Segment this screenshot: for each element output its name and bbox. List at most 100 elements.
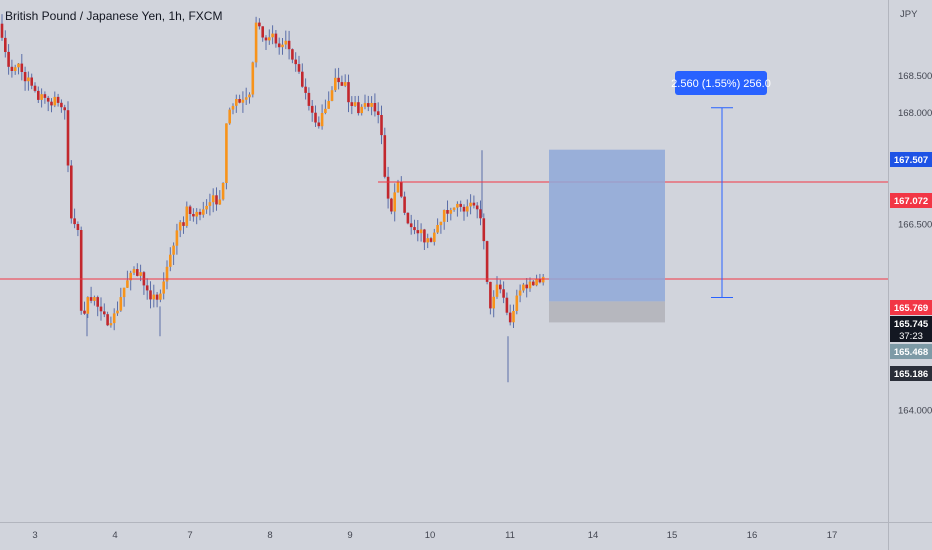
candle-body [43, 94, 47, 98]
candle-body [182, 222, 185, 226]
candle-body [363, 103, 367, 107]
candle-body [10, 66, 14, 71]
candle-body [99, 306, 103, 312]
candle-body [489, 281, 492, 309]
candle-body [208, 202, 212, 206]
candle-body [63, 107, 66, 111]
candle-body [383, 135, 387, 177]
candle-body [79, 230, 83, 311]
candle-body [198, 211, 202, 215]
stop-price-tag [890, 366, 932, 381]
time-tick-label: 10 [425, 530, 436, 541]
candle-body [495, 284, 499, 297]
candle-body [172, 245, 175, 255]
candle-body [327, 101, 330, 109]
candle-body [264, 37, 268, 41]
candle-body [254, 22, 258, 63]
candle-body [304, 86, 307, 93]
candle-body [145, 285, 149, 291]
candle-body [205, 205, 208, 210]
candle-body [33, 85, 37, 91]
candle-body [106, 314, 109, 326]
candle-body [367, 103, 370, 107]
candle-body [37, 90, 40, 100]
position-stop-zone[interactable] [549, 301, 665, 323]
candle-body [439, 221, 443, 226]
candle-body [244, 97, 248, 100]
candle-body [129, 272, 132, 281]
candle-body [436, 225, 439, 233]
candle-body [357, 102, 360, 114]
candle-body [211, 195, 215, 203]
time-tick-label: 3 [32, 530, 37, 541]
candle-body [518, 290, 522, 296]
candle-body [317, 122, 321, 127]
candle-body [541, 276, 545, 283]
candle-body [350, 102, 354, 106]
candle-body [122, 287, 126, 298]
candle-body [27, 77, 30, 82]
time-axis[interactable]: 3 4 7 8 9 10 11 14 15 16 17 [32, 530, 837, 541]
candle-body [452, 207, 456, 210]
candle-body [4, 37, 7, 52]
candle-body [89, 297, 93, 301]
candles [0, 14, 545, 383]
time-tick-label: 8 [267, 530, 272, 541]
candle-body [508, 312, 512, 323]
candle-body [446, 210, 449, 214]
candle-body [13, 67, 17, 71]
entry-price-label: 165.468 [894, 347, 928, 358]
candle-body [60, 102, 63, 108]
candle-body [400, 182, 403, 197]
candle-body [380, 115, 383, 136]
candle-body [301, 71, 304, 87]
candle-body [83, 310, 86, 314]
candle-body [221, 183, 225, 200]
measure-callout[interactable] [675, 71, 767, 95]
candle-body [185, 206, 189, 226]
candle-body [334, 77, 337, 91]
candle-body [360, 106, 363, 114]
candle-body [30, 77, 33, 86]
candle-body [248, 94, 251, 98]
candle-body [155, 294, 159, 300]
candle-body [433, 232, 436, 242]
last-price-tag [890, 316, 932, 342]
candle-body [310, 105, 314, 113]
candle-body [23, 72, 27, 82]
candle-body [149, 290, 152, 300]
candle-body [475, 205, 479, 210]
candle-body [195, 211, 198, 217]
candle-body [112, 313, 116, 324]
candle-body [225, 123, 228, 183]
candle-body [462, 206, 466, 212]
candle-body [126, 280, 129, 288]
time-tick-label: 9 [347, 530, 352, 541]
candle-body [370, 103, 373, 107]
candle-body [340, 82, 344, 86]
time-tick-label: 11 [505, 530, 515, 541]
position-profit-zone[interactable] [549, 149, 665, 302]
candle-body [159, 293, 162, 300]
candle-body [86, 297, 90, 314]
candle-body [324, 108, 327, 113]
time-tick-label: 14 [588, 530, 599, 541]
candle-body [492, 296, 495, 309]
candle-body [469, 202, 472, 207]
candle-body [287, 40, 291, 50]
candle-body [277, 43, 281, 48]
candle-body [528, 281, 532, 289]
candle-body [525, 284, 528, 289]
candle-body [330, 90, 334, 101]
candle-body [502, 289, 505, 298]
candle-body [40, 94, 43, 100]
candle-body [386, 176, 390, 199]
candle-body [202, 209, 205, 215]
target-price-label: 167.507 [894, 155, 928, 166]
candle-body [96, 297, 99, 307]
candle-body [50, 101, 53, 106]
candle-body [423, 229, 426, 243]
candle-body [235, 99, 238, 106]
